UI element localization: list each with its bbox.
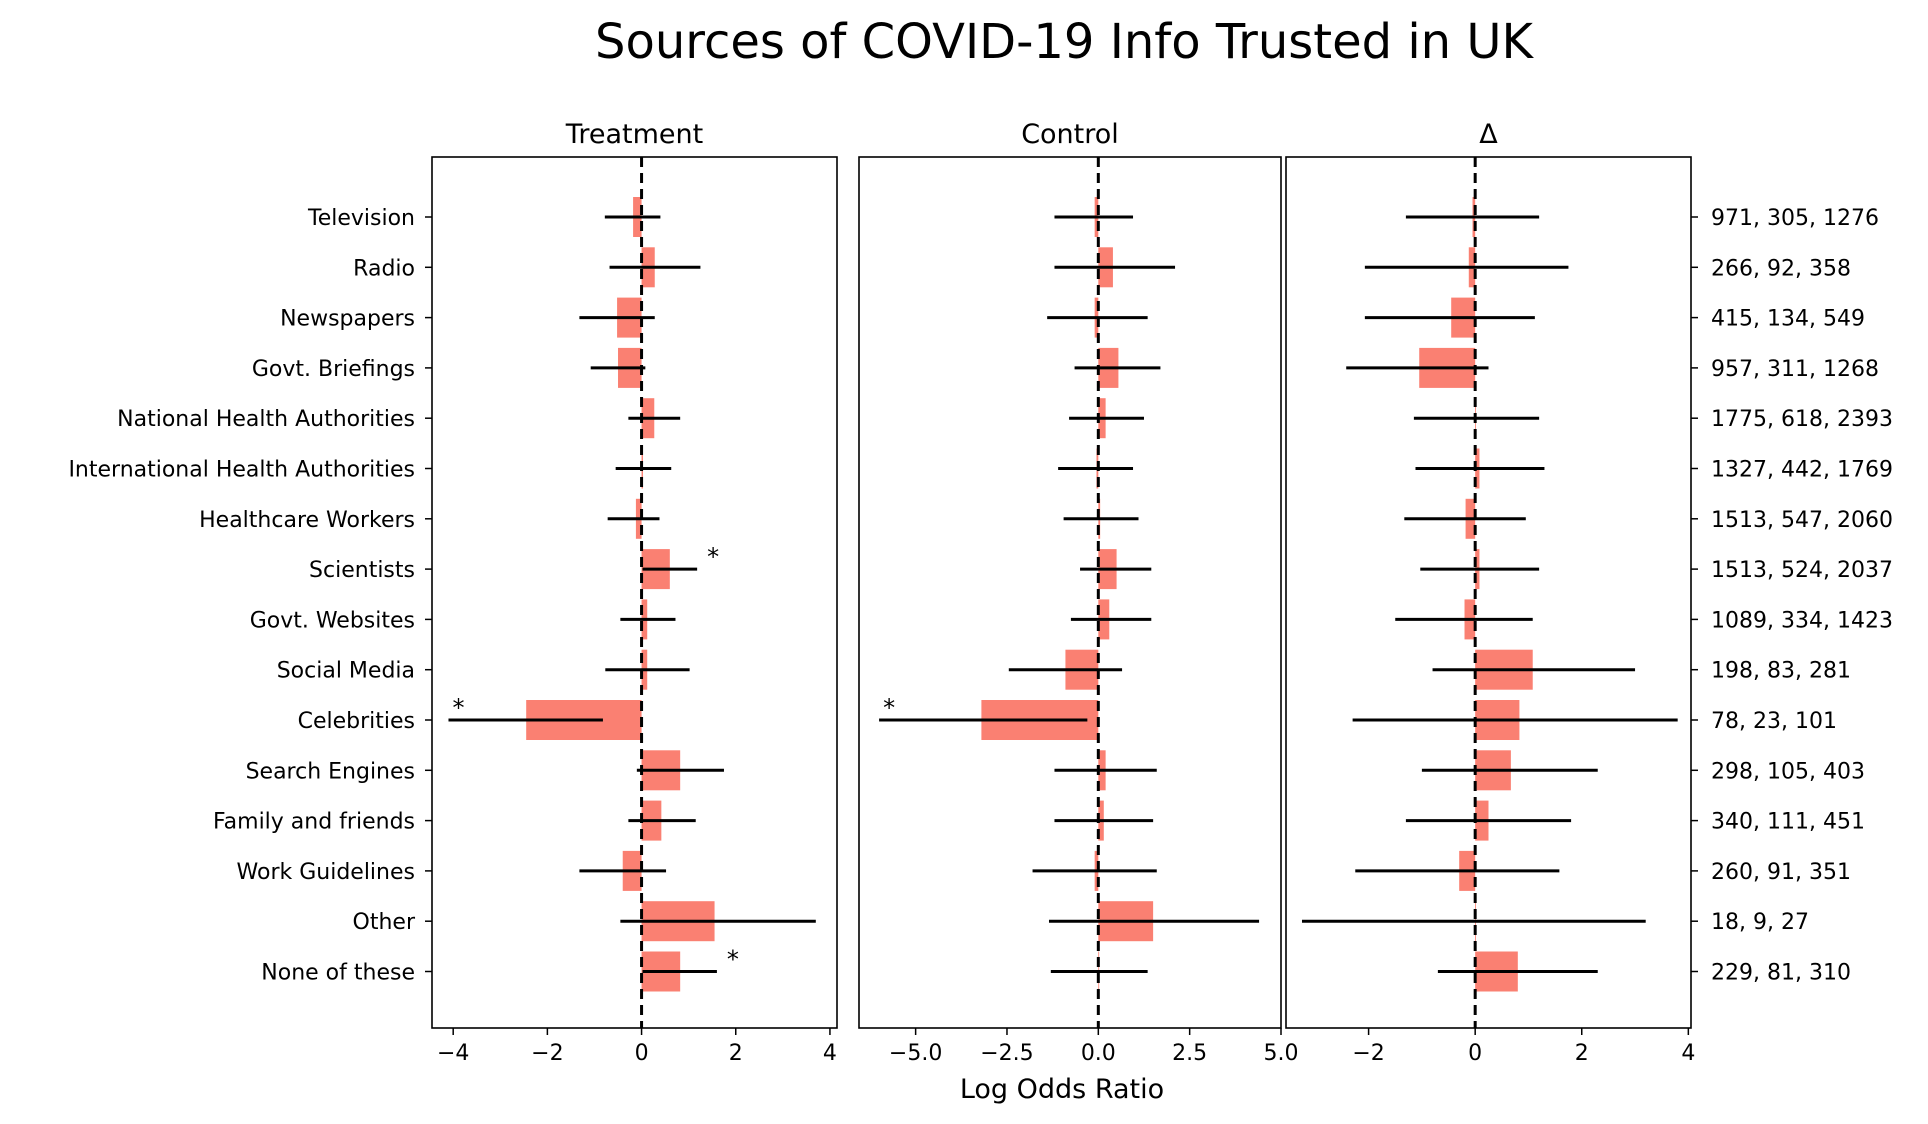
count-label: 18, 9, 27 bbox=[1711, 910, 1809, 935]
x-tick-label: 0.0 bbox=[1081, 1041, 1116, 1066]
x-tick-label: −2 bbox=[531, 1041, 563, 1066]
panel-0: Treatment * * * −4 −2 0 2 4 Television Radio Newspa… bbox=[68, 119, 838, 1066]
category-label: Social Media bbox=[277, 659, 415, 684]
x-tick-label: 5.0 bbox=[1264, 1041, 1299, 1066]
category-label: Work Guidelines bbox=[237, 860, 415, 885]
significance-marker: * bbox=[707, 543, 719, 571]
count-label: 229, 81, 310 bbox=[1711, 961, 1851, 986]
x-tick-label: −2.5 bbox=[980, 1041, 1033, 1066]
count-label: 971, 305, 1276 bbox=[1711, 206, 1879, 231]
category-label: None of these bbox=[261, 961, 415, 986]
panel-1: Control * −5.0 −2.5 0.0 2.5 5.0 bbox=[858, 119, 1299, 1066]
panel-frame bbox=[1285, 156, 1692, 1029]
significance-marker: * bbox=[727, 946, 739, 974]
count-label: 415, 134, 549 bbox=[1711, 307, 1865, 332]
x-tick-label: 2 bbox=[1575, 1041, 1589, 1066]
count-label: 198, 83, 281 bbox=[1711, 659, 1851, 684]
count-label: 1327, 442, 1769 bbox=[1711, 458, 1893, 483]
x-axis-label: Log Odds Ratio bbox=[960, 1074, 1164, 1105]
panel-frame bbox=[431, 156, 838, 1029]
x-tick-label: 2 bbox=[729, 1041, 743, 1066]
significance-marker: * bbox=[883, 694, 895, 722]
category-label: Scientists bbox=[309, 558, 415, 583]
category-label: Other bbox=[353, 910, 416, 935]
count-label: 266, 92, 358 bbox=[1711, 256, 1851, 281]
category-label: Television bbox=[307, 206, 415, 231]
chart-panels: Treatment * * * −4 −2 0 2 4 Television Radio Newspa… bbox=[68, 119, 1893, 1066]
panel-frame bbox=[858, 156, 1282, 1029]
count-label: 1775, 618, 2393 bbox=[1711, 407, 1893, 432]
category-label: Family and friends bbox=[213, 810, 415, 835]
significance-marker: * bbox=[452, 694, 464, 722]
count-label: 1513, 524, 2037 bbox=[1711, 558, 1893, 583]
count-label: 260, 91, 351 bbox=[1711, 860, 1851, 885]
category-label: Govt. Briefings bbox=[252, 357, 415, 382]
x-tick-label: 0 bbox=[635, 1041, 649, 1066]
category-label: Healthcare Workers bbox=[199, 508, 415, 533]
x-tick-label: 4 bbox=[823, 1041, 837, 1066]
panel-title: Control bbox=[1021, 119, 1119, 150]
category-label: National Health Authorities bbox=[117, 407, 415, 432]
category-label: Radio bbox=[353, 256, 415, 281]
category-label: International Health Authorities bbox=[68, 458, 415, 483]
panel-2: Δ −2 0 2 4 971, 305, 1276 266, 92, 358 415, 134… bbox=[1285, 119, 1893, 1066]
count-label: 1089, 334, 1423 bbox=[1711, 608, 1893, 633]
x-tick-label: −4 bbox=[437, 1041, 469, 1066]
x-tick-label: 2.5 bbox=[1172, 1041, 1207, 1066]
panel-title: Treatment bbox=[565, 119, 703, 150]
x-tick-label: 4 bbox=[1681, 1041, 1695, 1066]
count-label: 957, 311, 1268 bbox=[1711, 357, 1879, 382]
x-tick-label: 0 bbox=[1468, 1041, 1482, 1066]
chart-title: Sources of COVID-19 Info Trusted in UK bbox=[595, 14, 1534, 70]
count-label: 298, 105, 403 bbox=[1711, 759, 1865, 784]
count-label: 78, 23, 101 bbox=[1711, 709, 1837, 734]
category-label: Govt. Websites bbox=[250, 608, 415, 633]
category-label: Newspapers bbox=[280, 307, 415, 332]
category-label: Search Engines bbox=[246, 759, 415, 784]
x-tick-label: −5.0 bbox=[889, 1041, 942, 1066]
panel-title: Δ bbox=[1479, 119, 1498, 150]
x-tick-label: −2 bbox=[1352, 1041, 1384, 1066]
count-label: 1513, 547, 2060 bbox=[1711, 508, 1893, 533]
category-label: Celebrities bbox=[298, 709, 415, 734]
count-label: 340, 111, 451 bbox=[1711, 810, 1865, 835]
